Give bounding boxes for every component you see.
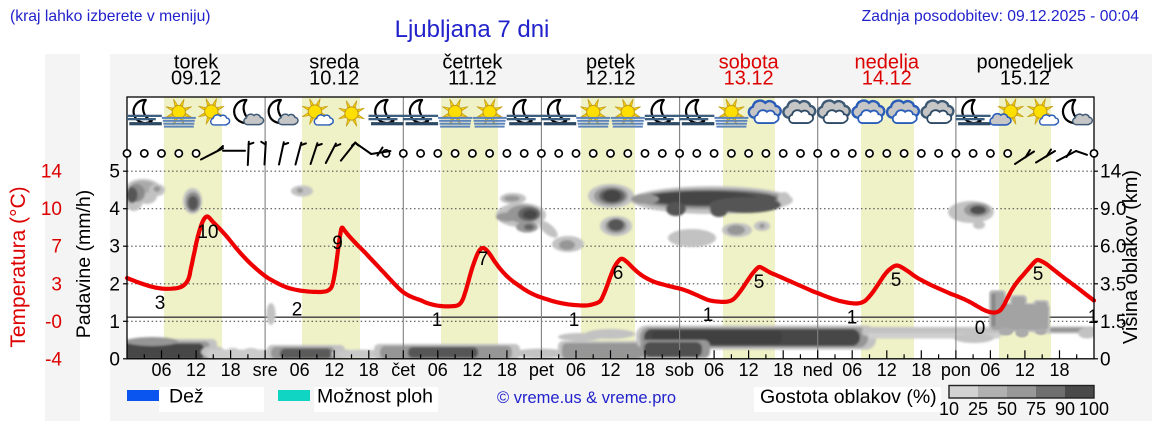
svg-text:18: 18 — [911, 360, 931, 380]
svg-text:3: 3 — [109, 237, 120, 258]
svg-text:0: 0 — [1100, 349, 1111, 370]
svg-text:6: 6 — [613, 263, 624, 284]
svg-text:Možnost ploh: Možnost ploh — [317, 386, 433, 408]
svg-text:petek: petek — [586, 52, 636, 74]
svg-text:1: 1 — [847, 308, 858, 329]
svg-text:(kraj lahko izberete v meniju): (kraj lahko izberete v meniju) — [10, 8, 211, 25]
svg-text:1: 1 — [432, 310, 443, 331]
svg-text:0: 0 — [109, 349, 120, 370]
svg-text:9: 9 — [332, 233, 343, 254]
svg-text:pet: pet — [529, 360, 554, 380]
svg-text:18: 18 — [497, 360, 517, 380]
svg-text:3: 3 — [51, 274, 62, 295]
svg-text:2: 2 — [109, 274, 120, 295]
svg-text:nedelja: nedelja — [855, 52, 920, 74]
svg-text:12: 12 — [600, 360, 620, 380]
svg-text:5: 5 — [1033, 264, 1044, 285]
svg-text:Padavine (mm/h): Padavine (mm/h) — [73, 190, 95, 338]
svg-text:3.5: 3.5 — [1100, 274, 1126, 295]
svg-text:18: 18 — [221, 360, 241, 380]
svg-text:9.0: 9.0 — [1100, 199, 1126, 220]
svg-text:7: 7 — [478, 249, 489, 270]
svg-text:12: 12 — [462, 360, 482, 380]
svg-text:sobota: sobota — [719, 52, 780, 74]
svg-text:sreda: sreda — [309, 52, 360, 74]
svg-text:75: 75 — [1026, 399, 1046, 419]
svg-text:12: 12 — [186, 360, 206, 380]
svg-text:pon: pon — [941, 360, 971, 380]
svg-text:četrtek: četrtek — [442, 52, 503, 74]
svg-text:06: 06 — [152, 360, 172, 380]
svg-text:10: 10 — [41, 199, 62, 220]
svg-text:1: 1 — [569, 310, 580, 331]
svg-text:06: 06 — [842, 360, 862, 380]
svg-text:5: 5 — [891, 270, 902, 291]
svg-text:čet: čet — [391, 360, 415, 380]
svg-text:14: 14 — [41, 162, 63, 183]
svg-text:torek: torek — [174, 52, 219, 74]
svg-text:12: 12 — [877, 360, 897, 380]
svg-text:7: 7 — [51, 237, 62, 258]
svg-text:18: 18 — [359, 360, 379, 380]
svg-text:14.12: 14.12 — [862, 68, 912, 90]
svg-text:5: 5 — [109, 162, 120, 183]
svg-text:5: 5 — [754, 272, 765, 293]
svg-text:4: 4 — [109, 199, 120, 220]
svg-text:-0: -0 — [45, 312, 62, 333]
svg-text:12: 12 — [324, 360, 344, 380]
svg-text:sre: sre — [253, 360, 278, 380]
svg-text:15.12: 15.12 — [1000, 68, 1050, 90]
svg-text:10: 10 — [939, 399, 959, 419]
svg-text:ned: ned — [803, 360, 833, 380]
svg-text:6.0: 6.0 — [1100, 237, 1126, 258]
svg-text:06: 06 — [428, 360, 448, 380]
svg-text:0: 0 — [975, 318, 986, 339]
svg-text:1: 1 — [1088, 307, 1099, 328]
svg-text:Višina oblakov (km): Višina oblakov (km) — [1120, 170, 1142, 344]
svg-text:1: 1 — [703, 305, 714, 326]
svg-text:Gostota oblakov (%): Gostota oblakov (%) — [760, 386, 937, 408]
svg-text:-4: -4 — [45, 349, 62, 370]
svg-text:06: 06 — [704, 360, 724, 380]
svg-text:12.12: 12.12 — [585, 68, 635, 90]
svg-text:12: 12 — [1015, 360, 1035, 380]
svg-text:100: 100 — [1079, 399, 1109, 419]
svg-text:18: 18 — [773, 360, 793, 380]
svg-text:14: 14 — [1100, 162, 1122, 183]
svg-text:18: 18 — [1049, 360, 1069, 380]
svg-text:Ljubljana 7 dni: Ljubljana 7 dni — [395, 16, 550, 43]
svg-text:11.12: 11.12 — [448, 68, 497, 90]
svg-text:09.12: 09.12 — [171, 68, 221, 90]
svg-text:06: 06 — [566, 360, 586, 380]
svg-text:Dež: Dež — [169, 386, 204, 408]
svg-text:10: 10 — [197, 222, 218, 243]
svg-text:Temperatura (°C): Temperatura (°C) — [7, 186, 30, 347]
svg-text:90: 90 — [1055, 399, 1075, 419]
svg-text:Zadnja posodobitev: 09.12.2025: Zadnja posodobitev: 09.12.2025 - 00:04 — [862, 8, 1140, 25]
svg-text:12: 12 — [739, 360, 759, 380]
svg-text:1.5: 1.5 — [1100, 312, 1126, 333]
svg-text:10.12: 10.12 — [309, 68, 359, 90]
svg-text:1: 1 — [109, 312, 120, 333]
svg-text:06: 06 — [980, 360, 1000, 380]
svg-text:13.12: 13.12 — [724, 68, 774, 90]
svg-text:2: 2 — [292, 300, 303, 321]
svg-text:25: 25 — [968, 399, 988, 419]
svg-text:3: 3 — [155, 293, 166, 314]
svg-text:18: 18 — [635, 360, 655, 380]
svg-text:© vreme.us & vreme.pro: © vreme.us & vreme.pro — [497, 389, 676, 407]
svg-text:sob: sob — [665, 360, 694, 380]
svg-text:50: 50 — [997, 399, 1017, 419]
svg-text:06: 06 — [290, 360, 310, 380]
svg-text:ponedeljek: ponedeljek — [977, 52, 1075, 74]
